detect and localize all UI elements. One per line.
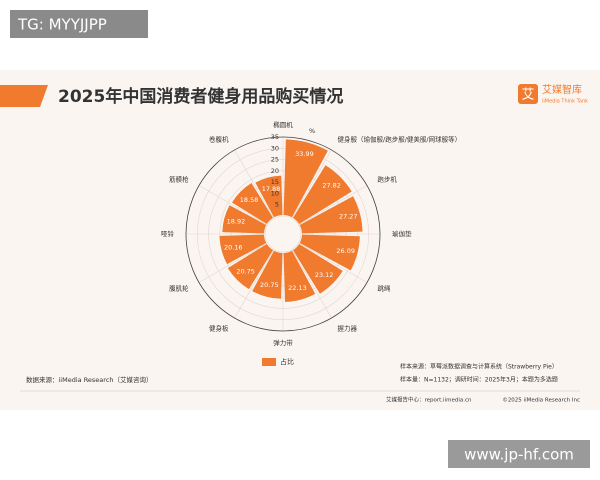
logo-icon	[518, 84, 538, 104]
footer-left: 艾媒报告中心：report.iimedia.cn	[386, 396, 472, 404]
wedge	[252, 250, 283, 299]
category-label: 腹肌轮	[169, 284, 189, 293]
value-label: 33.99	[295, 150, 314, 158]
logo-mark: 艾	[521, 88, 534, 103]
category-label: 筋膜枪	[169, 175, 189, 184]
tag: TG: MYYJJPP	[17, 16, 107, 34]
logo-sub: iiMedia Think Tank	[542, 99, 588, 105]
outer-ring	[185, 136, 381, 332]
radial-line	[298, 185, 368, 226]
category-label: 弹力带	[273, 338, 293, 347]
category-label: 瑜伽垫	[392, 229, 412, 238]
r-tick-label: 10	[271, 189, 279, 197]
value-label: 27.82	[322, 181, 341, 189]
logo-name: 艾媒智库	[542, 83, 582, 96]
r-tick-label: 25	[271, 156, 279, 164]
value-label: 20.75	[260, 281, 279, 289]
category-label: 椭圆机	[273, 120, 293, 129]
category-label: 健身板	[209, 323, 229, 332]
sample-source: 样本来源：草莓派数据调查与计算系统（Strawberry Pie）	[400, 363, 558, 371]
r-tick-label: 15	[271, 178, 279, 186]
value-label: 18.92	[227, 217, 246, 225]
r-tick-label: 5	[275, 201, 279, 209]
r-tick-label: 30	[271, 144, 279, 152]
radial-line	[291, 149, 332, 219]
value-label: 18.58	[240, 196, 259, 204]
r-axis-unit: %	[309, 127, 315, 135]
wedge	[222, 205, 267, 234]
category-label: 跑步机	[377, 175, 397, 184]
value-label: 22.13	[288, 284, 307, 292]
wedge	[283, 250, 316, 302]
category-label: 健身服（瑜伽服/跑步服/健美服/网球服等）	[338, 135, 462, 144]
wedge	[219, 234, 267, 265]
value-label: 20.16	[224, 243, 243, 251]
radial-line	[234, 149, 275, 219]
radial-line	[291, 249, 332, 319]
category-label: 跳绳	[377, 284, 391, 293]
title-accent	[0, 85, 48, 107]
wedge	[292, 165, 352, 225]
radial-line	[234, 249, 275, 319]
radial-line	[198, 185, 268, 226]
wedge	[292, 243, 343, 294]
polar-chart: 33.99 健身服（瑜伽服/跑步服/健美服/网球服等） 27.82 跑步机 27.27 瑜…	[161, 120, 461, 347]
value-label: 27.27	[339, 213, 358, 221]
wedge	[283, 139, 328, 218]
source-note: 数据来源：iiMedia Research（艾媒咨询）	[26, 375, 153, 384]
wedge	[255, 175, 283, 218]
value-label: 23.12	[315, 271, 334, 279]
radial-line	[198, 242, 268, 283]
value-label: 17.88	[262, 185, 281, 193]
sample-size: 样本量：N=1132；调研时间：2025年3月；本题为多选题	[400, 376, 558, 384]
footer-right: ©2025 iiMedia Research Inc	[502, 397, 580, 404]
watermark: www.jp-hf.com	[464, 446, 574, 464]
value-label: 20.75	[236, 267, 255, 275]
wedge	[227, 243, 274, 290]
category-label: 卷腹机	[209, 135, 229, 144]
chart-title: 2025年中国消费者健身用品购买情况	[58, 86, 343, 107]
r-tick-label: 20	[271, 167, 279, 175]
legend-swatch	[262, 358, 276, 366]
category-label: 哑铃	[161, 229, 175, 238]
wedge	[232, 183, 274, 225]
r-tick-label: 35	[271, 133, 279, 141]
wedge	[299, 234, 360, 271]
value-label: 26.09	[336, 247, 355, 255]
tag-box	[10, 10, 148, 38]
category-label: 握力器	[338, 323, 358, 332]
watermark-box	[448, 440, 590, 468]
legend-label: 占比	[280, 357, 294, 366]
wedge	[299, 196, 363, 234]
radial-line	[298, 242, 368, 283]
